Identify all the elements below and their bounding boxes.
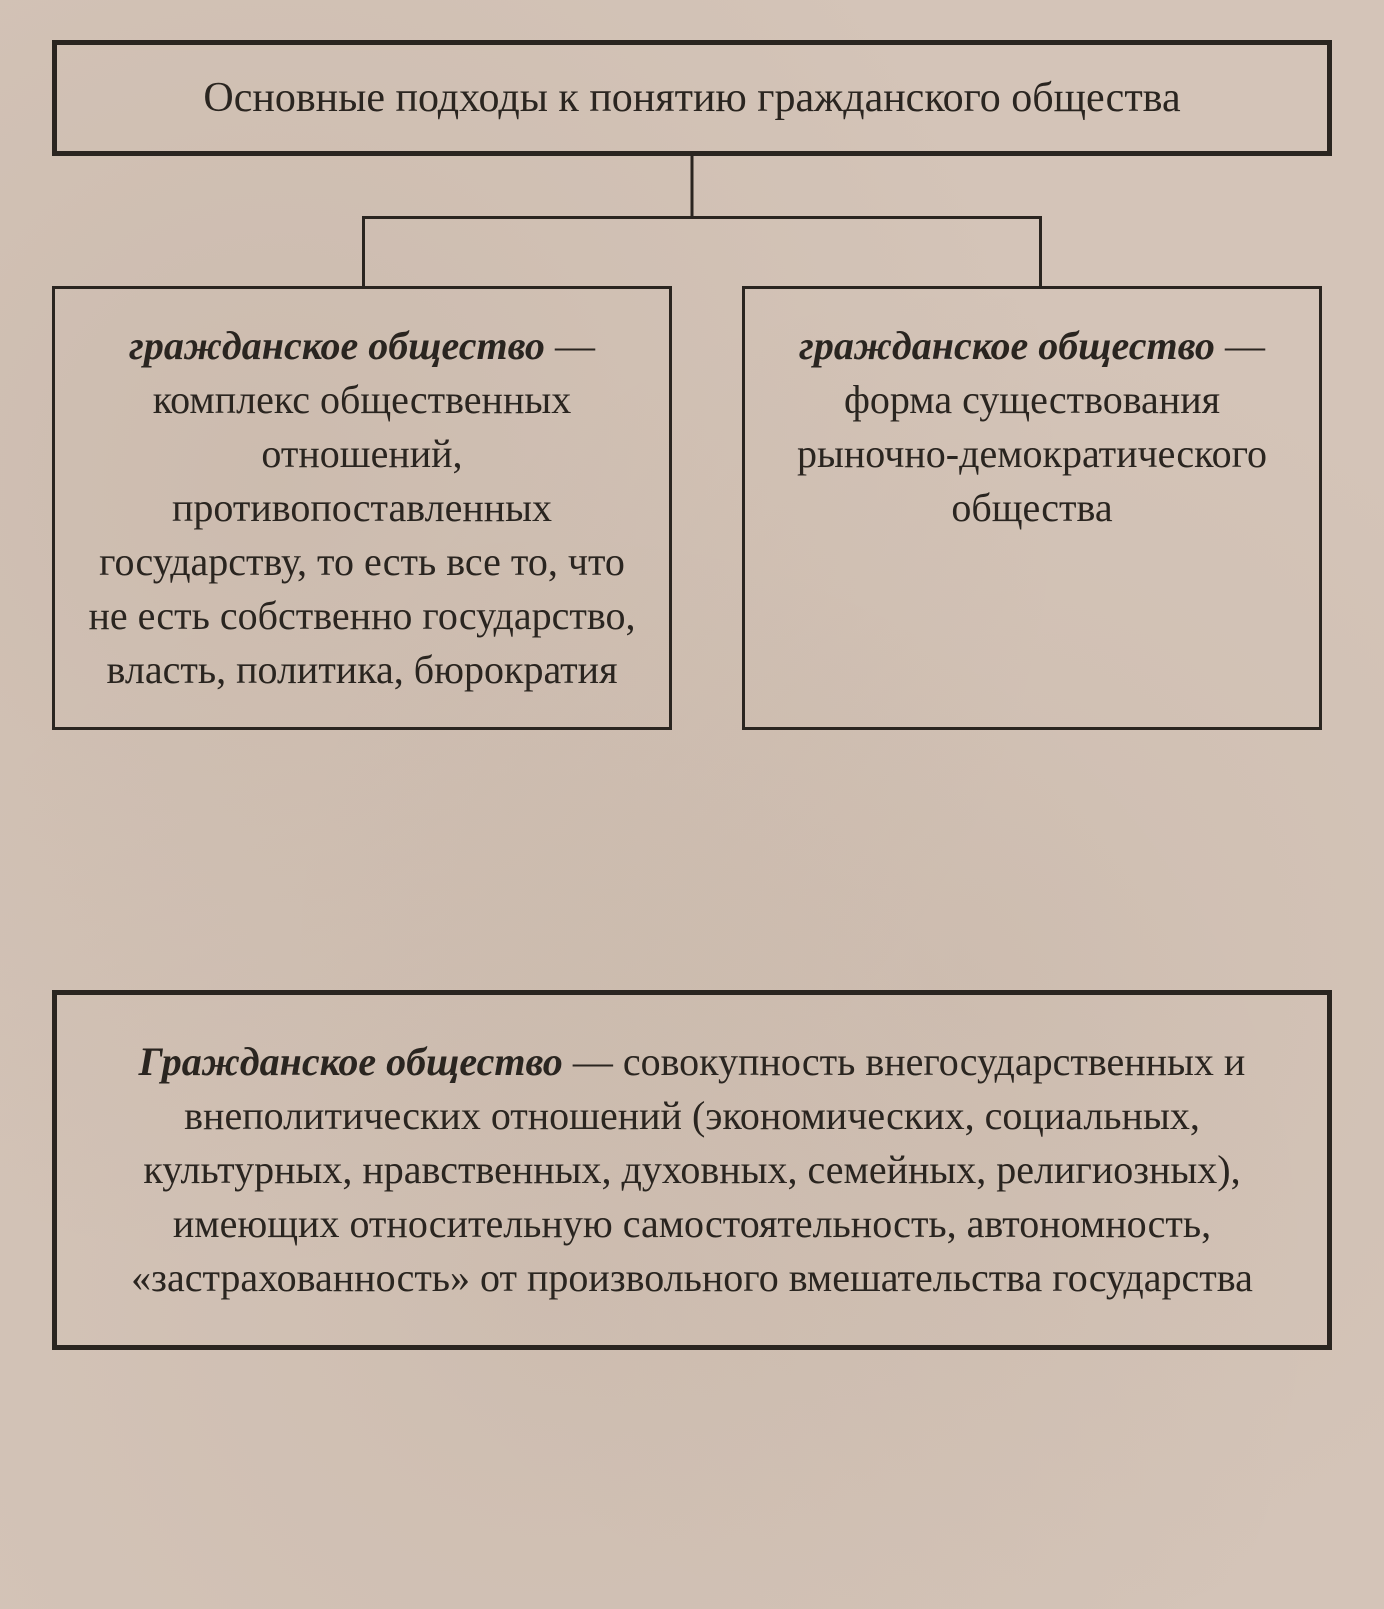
definition-text: Гражданское общество — совокупность внег… (107, 1035, 1277, 1305)
branch-text-right: гражданское общество — форма существован… (775, 319, 1289, 535)
definition-box: Гражданское общество — совокупность внег… (52, 990, 1332, 1350)
branch-right-emphasis: гражданское общество (799, 323, 1215, 368)
branches-container: гражданское общество — комплекс обществе… (52, 286, 1332, 730)
branch-left-emphasis: гражданское общество (129, 323, 545, 368)
connector-container (52, 156, 1332, 286)
title-box: Основные подходы к понятию гражданского … (52, 40, 1332, 156)
branch-text-left: гражданское общество — комплекс обществе… (85, 319, 639, 697)
connector-line-vertical-top (691, 156, 694, 216)
branch-box-right: гражданское общество — форма существован… (742, 286, 1322, 730)
title-text: Основные подходы к понятию гражданского … (97, 73, 1287, 123)
branch-left-rest: — комплекс общественных отношений, проти… (88, 323, 635, 692)
definition-emphasis: Гражданское общество (139, 1039, 563, 1084)
connector-line-horizontal (362, 216, 1042, 219)
branch-box-left: гражданское общество — комплекс обществе… (52, 286, 672, 730)
connector-line-vertical-right (1039, 216, 1042, 286)
connector-line-vertical-left (362, 216, 365, 286)
